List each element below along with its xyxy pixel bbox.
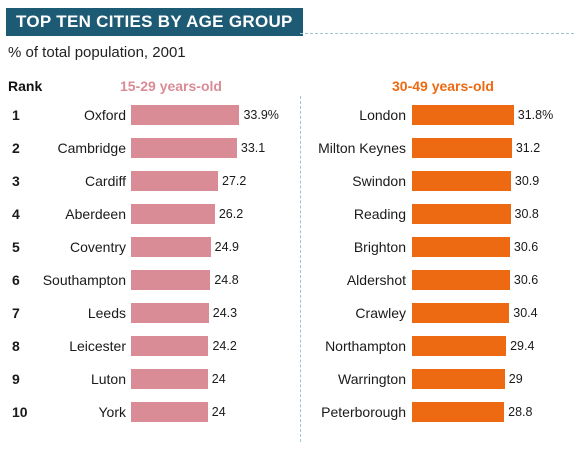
rank-number: 4 — [12, 206, 20, 222]
value-label: 31.8% — [517, 108, 554, 122]
value-label: 30.4 — [513, 306, 538, 320]
value-label: 29.4 — [510, 339, 535, 353]
city-label: Milton Keynes — [318, 140, 406, 156]
value-label: 24.2 — [212, 339, 237, 353]
rank-number: 9 — [12, 371, 20, 387]
bar — [412, 369, 505, 389]
rank-number: 8 — [12, 338, 20, 354]
bar — [131, 369, 208, 389]
bar — [131, 138, 237, 158]
rank-number: 3 — [12, 173, 20, 189]
city-label: Oxford — [83, 107, 126, 123]
city-label: Leeds — [87, 305, 126, 321]
value-label: 24 — [211, 372, 226, 386]
city-label: Cardiff — [85, 173, 126, 189]
city-label: Swindon — [352, 173, 406, 189]
value-label: 24.9 — [214, 240, 240, 254]
value-label: 28.8 — [508, 405, 533, 419]
value-label: 27.2 — [222, 174, 247, 188]
bar — [412, 138, 512, 158]
value-label: 30.6 — [513, 240, 539, 254]
bar — [412, 204, 511, 224]
rank-number: 7 — [12, 305, 20, 321]
value-label: 30.6 — [513, 273, 539, 287]
bar — [412, 303, 510, 323]
bar — [412, 402, 505, 422]
rank-number: 6 — [12, 272, 20, 288]
city-label: Northampton — [325, 338, 406, 354]
value-label: 33.9% — [243, 108, 279, 122]
bar — [131, 171, 219, 191]
bar — [412, 171, 511, 191]
city-label: Southampton — [42, 272, 126, 288]
rank-number: 1 — [12, 107, 20, 123]
value-label: 33.1 — [240, 141, 266, 155]
bar — [131, 105, 240, 125]
city-label: Aldershot — [346, 272, 406, 288]
value-label: 29 — [508, 372, 523, 386]
value-label: 26.2 — [218, 207, 244, 221]
city-label: Aberdeen — [65, 206, 126, 222]
value-label: 30.8 — [514, 207, 539, 221]
city-label: York — [98, 404, 126, 420]
value-label: 24 — [211, 405, 226, 419]
group-header: 30-49 years-old — [392, 78, 494, 94]
city-label: Warrington — [338, 371, 406, 387]
city-label: Cambridge — [57, 140, 126, 156]
value-label: 31.2 — [515, 141, 541, 155]
chart-title: TOP TEN CITIES BY AGE GROUP — [6, 8, 303, 36]
city-label: London — [359, 107, 406, 123]
value-label: 30.9 — [514, 174, 540, 188]
rank-number: 5 — [12, 239, 20, 255]
bar — [412, 270, 510, 290]
group-header: 15-29 years-old — [120, 78, 222, 94]
rank-number: 2 — [12, 140, 20, 156]
city-label: Crawley — [355, 305, 406, 321]
value-label: 24.8 — [214, 273, 239, 287]
chart-subtitle: % of total population, 2001 — [8, 44, 186, 61]
city-label: Brighton — [353, 239, 406, 255]
title-rule — [300, 33, 574, 34]
bar — [412, 336, 507, 356]
rank-header: Rank — [8, 78, 43, 94]
bar — [412, 105, 514, 125]
city-label: Peterborough — [321, 404, 406, 420]
bar — [131, 303, 209, 323]
bar — [131, 270, 211, 290]
value-label: 24.3 — [212, 306, 238, 320]
city-label: Leicester — [69, 338, 126, 354]
bar — [131, 336, 209, 356]
city-label: Reading — [353, 206, 406, 222]
bar — [131, 237, 211, 257]
city-label: Coventry — [69, 239, 126, 255]
panel-divider — [300, 96, 301, 442]
bar — [412, 237, 510, 257]
bar — [131, 402, 208, 422]
city-label: Luton — [90, 371, 126, 387]
rank-number: 10 — [12, 404, 28, 420]
bar — [131, 204, 215, 224]
